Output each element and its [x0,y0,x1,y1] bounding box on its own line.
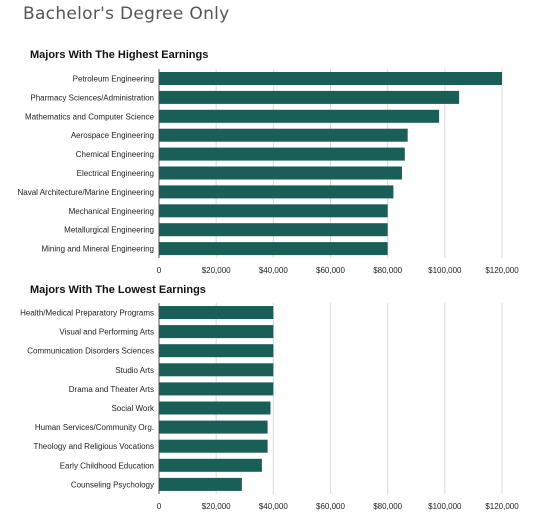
x-tick-label: $20,000 [202,502,231,511]
category-label: Early Childhood Education [60,461,154,470]
category-label: Health/Medical Preparatory Programs [20,309,154,318]
highest-earnings-chart: Petroleum Engineering Pharmacy Sciences/A… [17,69,519,275]
category-label: Drama and Theater Arts [69,385,154,394]
category-label: Metallurgical Engineering [64,226,154,235]
x-tick-label: $40,000 [259,502,288,511]
category-label: Mathematics and Computer Science [25,112,155,121]
category-label: Aerospace Engineering [71,131,154,140]
bar [159,325,274,339]
bar [159,401,271,415]
bar [159,90,460,104]
category-label: Mechanical Engineering [69,207,154,216]
x-tick-label: $120,000 [485,502,519,511]
category-label: Electrical Engineering [77,169,154,178]
x-tick-label: 0 [157,266,162,275]
lowest-earnings-chart: Health/Medical Preparatory Programs Visua… [20,302,519,511]
bar [159,439,268,453]
category-label: Human Services/Community Org. [35,423,154,432]
bar [159,166,402,180]
category-label: Theology and Religious Vocations [33,442,154,451]
x-tick-label: $80,000 [373,502,402,511]
x-tick-label: $60,000 [316,266,345,275]
bar [159,363,274,377]
category-label: Pharmacy Sciences/Administration [30,93,154,102]
bar [159,306,274,319]
bar [159,128,408,142]
category-label: Communication Disorders Sciences [27,347,154,356]
bar [159,109,440,123]
page-title: Bachelor's Degree Only [23,4,230,24]
bar [159,72,502,85]
category-label: Chemical Engineering [76,150,154,159]
bar [159,458,262,472]
bar [159,344,274,358]
category-label: Mining and Mineral Engineering [41,245,154,254]
category-label: Studio Arts [115,366,154,375]
x-tick-label: 0 [157,502,162,511]
x-tick-label: $80,000 [373,266,402,275]
category-label: Visual and Performing Arts [59,328,154,337]
category-label: Petroleum Engineering [73,75,154,84]
top-chart-title: Majors With The Highest Earnings [30,49,209,61]
x-tick-label: $60,000 [316,502,345,511]
bar [159,382,274,396]
bottom-chart-title: Majors With The Lowest Earnings [30,284,206,296]
bar [159,477,242,491]
x-tick-label: $40,000 [259,266,288,275]
category-label: Counseling Psychology [71,480,154,489]
category-label: Naval Architecture/Marine Engineering [17,188,154,197]
bar [159,242,388,256]
bar [159,420,268,434]
x-tick-label: $20,000 [202,266,231,275]
category-label: Social Work [111,404,155,413]
bar [159,147,405,161]
bar [159,223,388,237]
x-tick-label: $100,000 [428,502,462,511]
bar [159,204,388,218]
x-tick-label: $120,000 [485,266,519,275]
x-tick-label: $100,000 [428,266,462,275]
bar [159,185,394,199]
